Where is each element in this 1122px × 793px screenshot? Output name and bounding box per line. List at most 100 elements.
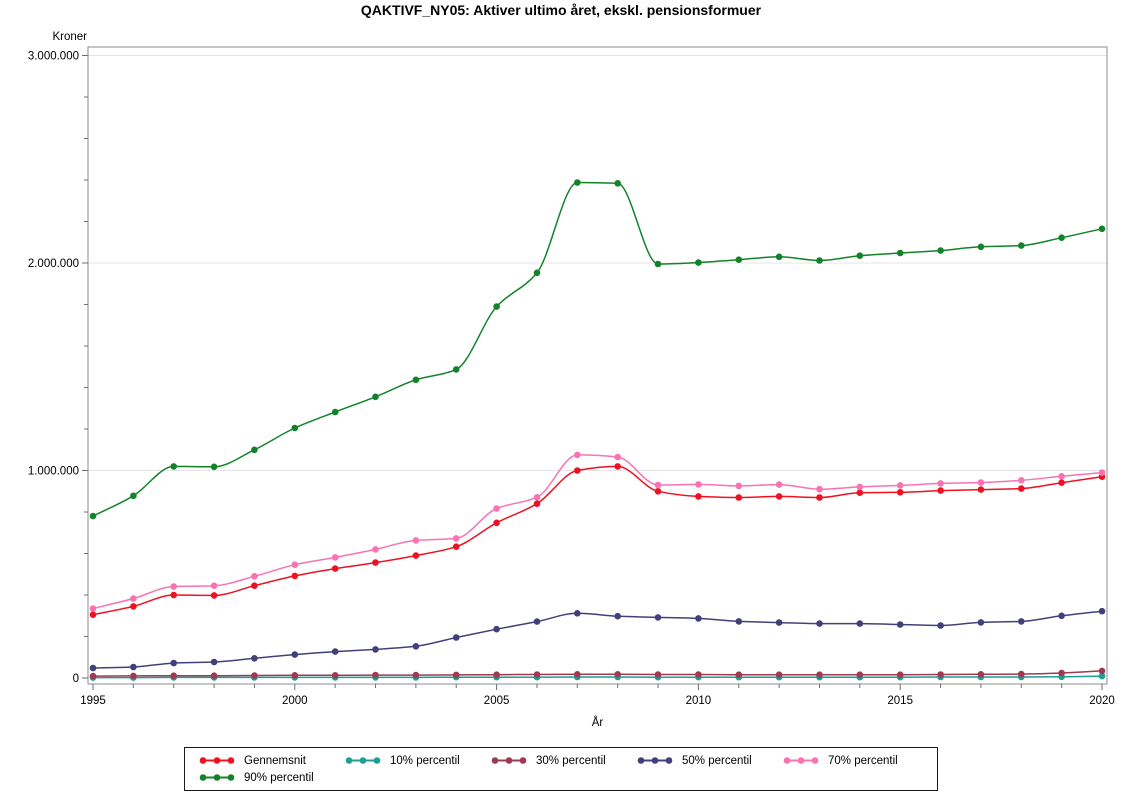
- data-point: [1018, 477, 1025, 484]
- data-point: [856, 483, 864, 491]
- data-point: [816, 494, 823, 501]
- data-point: [533, 671, 541, 678]
- data-point: [937, 480, 944, 487]
- data-point: [1098, 672, 1106, 680]
- data-point: [1058, 473, 1065, 480]
- data-point: [130, 663, 137, 671]
- data-point: [130, 492, 137, 500]
- data-point: [170, 659, 177, 667]
- data-point: [735, 618, 743, 625]
- data-point: [291, 424, 299, 432]
- x-tick-label: 1995: [80, 695, 106, 707]
- data-point: [493, 625, 500, 633]
- data-point: [210, 582, 218, 589]
- data-point: [291, 672, 299, 679]
- y-axis-unit-label: Kroner: [52, 31, 87, 43]
- series-line-70-percentil: [92, 454, 1103, 610]
- x-tick-label: 2015: [887, 695, 913, 707]
- data-point: [816, 671, 823, 678]
- data-point: [896, 621, 904, 628]
- data-point: [614, 671, 621, 678]
- data-point: [614, 453, 621, 461]
- series-line-10-percentil: [93, 675, 1103, 679]
- data-point: [695, 481, 702, 488]
- data-point: [977, 671, 985, 678]
- legend-label: 70% percentil: [828, 754, 898, 767]
- data-point: [654, 671, 662, 678]
- data-point: [1018, 670, 1025, 678]
- data-point: [654, 260, 662, 268]
- data-point: [130, 595, 137, 602]
- data-point: [372, 546, 379, 553]
- data-point: [251, 573, 258, 580]
- data-point: [210, 463, 218, 471]
- data-point: [210, 672, 218, 679]
- data-point: [1098, 607, 1106, 615]
- data-point: [89, 611, 97, 618]
- legend-label: 50% percentil: [682, 754, 752, 767]
- data-point: [291, 561, 299, 568]
- legend-item: Gennemsnit: [197, 753, 343, 768]
- data-point: [291, 651, 299, 658]
- plot-frame: [87, 46, 1108, 685]
- data-point: [1018, 618, 1025, 625]
- legend-label: 90% percentil: [244, 771, 314, 784]
- data-point: [1058, 612, 1065, 620]
- data-point: [896, 671, 904, 678]
- data-point: [251, 582, 258, 589]
- legend-marker-icon: [491, 757, 527, 764]
- series-line-gennemsnit: [92, 465, 1103, 616]
- data-point: [533, 269, 541, 277]
- data-point: [251, 655, 258, 662]
- data-point: [614, 463, 621, 470]
- legend-label: Gennemsnit: [244, 754, 307, 767]
- data-point: [977, 619, 985, 626]
- data-point: [977, 486, 985, 493]
- x-axis-title: År: [591, 717, 604, 729]
- data-point: [533, 500, 541, 508]
- data-point: [574, 179, 581, 186]
- data-point: [251, 446, 258, 454]
- data-point: [331, 554, 339, 561]
- legend: Gennemsnit 10% percentil 30% percentil 50% …: [184, 747, 938, 791]
- legend-label: 10% percentil: [390, 754, 460, 767]
- data-point: [695, 615, 702, 622]
- data-point: [1098, 469, 1106, 476]
- data-point: [614, 180, 621, 187]
- data-point: [856, 252, 864, 259]
- data-point: [452, 535, 460, 542]
- legend-item: 50% percentil: [635, 753, 781, 768]
- data-point: [977, 243, 985, 251]
- legend-item: 10% percentil: [343, 753, 489, 768]
- data-point: [452, 671, 460, 679]
- data-point: [331, 408, 339, 416]
- data-point: [452, 366, 460, 373]
- data-point: [412, 376, 420, 384]
- data-point: [695, 259, 702, 266]
- data-point: [775, 253, 783, 261]
- data-point: [614, 612, 621, 620]
- y-tick-label: 3.000.000: [28, 51, 79, 63]
- data-point: [856, 671, 864, 678]
- legend-marker-icon: [637, 757, 673, 764]
- data-point: [1058, 669, 1065, 677]
- data-point: [331, 648, 339, 655]
- data-point: [695, 671, 702, 678]
- data-point: [372, 646, 379, 653]
- series-line-30-percentil: [92, 670, 1103, 677]
- data-point: [735, 671, 743, 678]
- data-point: [816, 257, 823, 264]
- data-point: [654, 488, 662, 495]
- legend-item: 70% percentil: [781, 753, 927, 768]
- data-point: [89, 512, 97, 520]
- data-point: [574, 610, 581, 617]
- data-point: [937, 671, 944, 678]
- data-point: [937, 487, 944, 494]
- legend-marker-icon: [783, 757, 819, 764]
- data-point: [816, 485, 823, 493]
- data-point: [331, 672, 339, 679]
- plot-area: 0 1.000.000 2.000.000 3.000.000 1995 2000 2005…: [28, 46, 1115, 707]
- data-point: [1098, 667, 1106, 675]
- data-point: [977, 479, 985, 486]
- data-point: [251, 672, 258, 679]
